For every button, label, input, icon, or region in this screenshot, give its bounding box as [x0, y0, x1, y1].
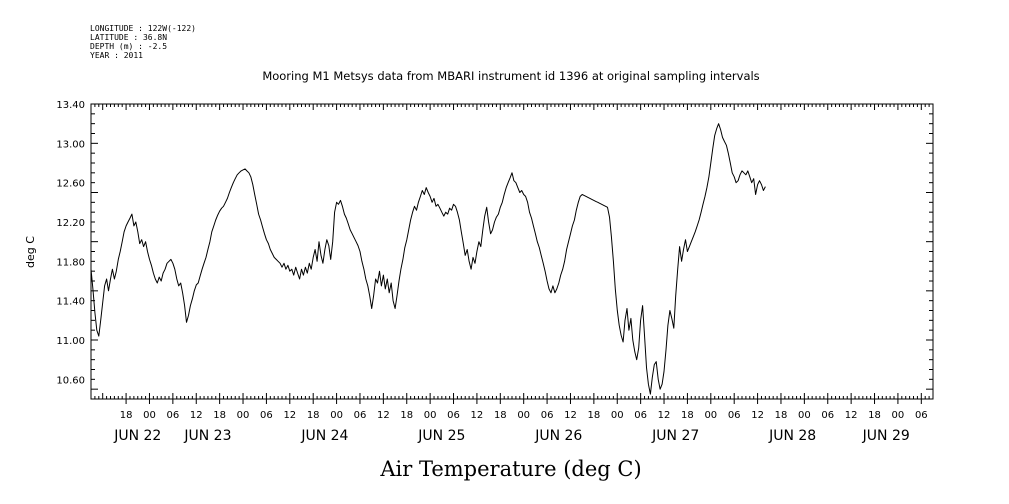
- x-tick-label: 18: [494, 410, 507, 421]
- y-tick-label: 11.40: [56, 297, 85, 308]
- x-tick-label: 06: [821, 410, 834, 421]
- x-tick-label: 00: [704, 410, 717, 421]
- y-tick-label: 12.20: [56, 218, 85, 229]
- x-tick-label: 00: [798, 410, 811, 421]
- x-tick-label: 00: [892, 410, 905, 421]
- x-axis-title: Air Temperature (deg C): [379, 457, 641, 481]
- x-tick-label: 18: [400, 410, 413, 421]
- y-tick-label: 11.00: [56, 336, 85, 347]
- meta-year: YEAR : 2011: [90, 51, 143, 60]
- x-tick-label: 12: [658, 410, 671, 421]
- x-tick-label: 12: [564, 410, 577, 421]
- x-tick-label: 18: [120, 410, 133, 421]
- x-tick-label: 00: [517, 410, 530, 421]
- plot-frame: [90, 103, 934, 400]
- x-tick-label: 06: [447, 410, 460, 421]
- y-tick-label: 13.40: [56, 100, 85, 111]
- x-tick-label: 12: [377, 410, 390, 421]
- y-axis-label: deg C: [24, 236, 37, 268]
- data-series-line: [90, 123, 766, 395]
- meta-block: LONGITUDE : 122W(-122) LATITUDE : 36.8N …: [90, 24, 196, 60]
- x-tick-label: 06: [354, 410, 367, 421]
- x-tick-label: 12: [283, 410, 296, 421]
- x-tick-label: 06: [728, 410, 741, 421]
- x-tick-label: 06: [915, 410, 928, 421]
- x-tick-label: 12: [471, 410, 484, 421]
- x-day-label: JUN 22: [113, 428, 161, 444]
- x-tick-label: 06: [541, 410, 554, 421]
- y-tick-label: 13.00: [56, 139, 85, 150]
- meta-latitude: LATITUDE : 36.8N: [90, 33, 167, 42]
- x-tick-label: 18: [307, 410, 320, 421]
- x-day-label: JUN 25: [417, 428, 465, 444]
- y-tick-label: 12.60: [56, 179, 85, 190]
- y-tick-label: 10.60: [56, 375, 85, 386]
- x-tick-label: 18: [775, 410, 788, 421]
- x-tick-label: 18: [587, 410, 600, 421]
- y-tick-label: 11.80: [56, 257, 85, 268]
- x-tick-label: 18: [681, 410, 694, 421]
- x-tick-label: 00: [143, 410, 156, 421]
- plot-area: 10.60 11.00 11.40 11.80 12.20 12.60 13.00 13.40…: [56, 100, 934, 444]
- x-day-label: JUN 27: [651, 428, 699, 444]
- x-day-label: JUN 29: [862, 428, 910, 444]
- x-tick-label: 06: [166, 410, 179, 421]
- x-day-label: JUN 28: [768, 428, 816, 444]
- x-day-label: JUN 26: [534, 428, 582, 444]
- x-tick-label: 06: [260, 410, 273, 421]
- x-day-label: JUN 23: [183, 428, 231, 444]
- meta-depth: DEPTH (m) : -2.5: [90, 42, 167, 51]
- chart-title: Mooring M1 Metsys data from MBARI instru…: [262, 69, 759, 83]
- x-tick-label: 18: [868, 410, 881, 421]
- x-tick-label: 00: [330, 410, 343, 421]
- x-tick-label: 12: [190, 410, 203, 421]
- x-tick-label: 12: [845, 410, 858, 421]
- meta-longitude: LONGITUDE : 122W(-122): [90, 24, 196, 33]
- x-tick-label: 12: [751, 410, 764, 421]
- x-tick-label: 00: [237, 410, 250, 421]
- x-tick-label: 00: [611, 410, 624, 421]
- x-tick-label: 06: [634, 410, 647, 421]
- x-tick-label: 00: [424, 410, 437, 421]
- x-tick-label: 18: [213, 410, 226, 421]
- x-day-label: JUN 24: [300, 428, 348, 444]
